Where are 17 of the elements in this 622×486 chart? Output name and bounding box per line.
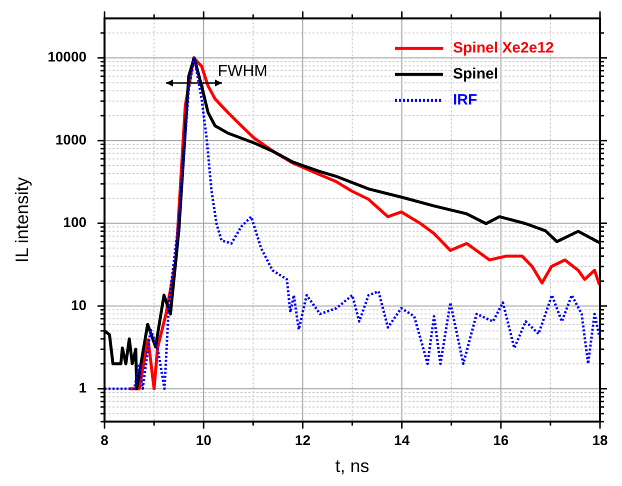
x-tick-label: 8 xyxy=(100,432,109,448)
y-tick-label: 10 xyxy=(70,296,87,313)
y-tick-label: 10000 xyxy=(48,48,87,65)
x-tick-label: 14 xyxy=(394,432,410,448)
legend-label: Spinel xyxy=(453,66,498,83)
legend-label: Spinel Xe2e12 xyxy=(453,40,554,57)
y-axis-title: IL intensity xyxy=(12,177,32,263)
x-tick-label: 12 xyxy=(294,432,311,448)
x-tick-label: 18 xyxy=(592,432,608,448)
x-axis-title: t, ns xyxy=(335,456,370,476)
x-tick-label: 10 xyxy=(196,432,212,448)
y-tick-label: 1 xyxy=(78,380,87,396)
y-tick-label: 100 xyxy=(63,214,87,230)
y-tick-label: 1000 xyxy=(55,131,87,148)
annotation: FWHM xyxy=(218,63,268,80)
x-tick-label: 16 xyxy=(493,432,509,448)
legend-label: IRF xyxy=(453,92,478,109)
